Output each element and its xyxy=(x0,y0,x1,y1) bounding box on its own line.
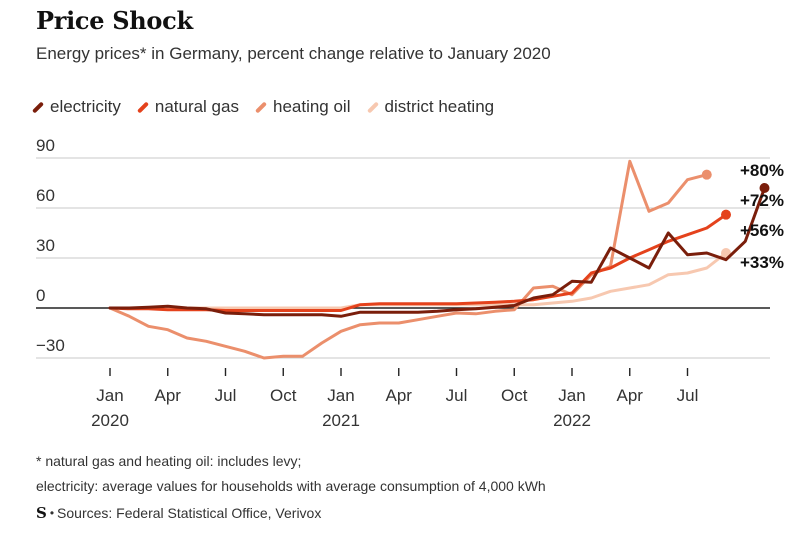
legend-item-electricity: electricity xyxy=(31,97,121,117)
chart-title: Price Shock xyxy=(36,6,193,35)
end-label-natural-gas: +56% xyxy=(740,221,784,240)
x-tick-label: Jan xyxy=(96,386,123,405)
footnote-levy: * natural gas and heating oil: includes … xyxy=(36,453,302,469)
legend-item-natural-gas: natural gas xyxy=(136,97,239,117)
series-endpoint-electricity xyxy=(759,183,770,193)
x-tick-label: Apr xyxy=(155,386,182,405)
legend-label-district-heating: district heating xyxy=(384,97,495,116)
legend-item-heating-oil: heating oil xyxy=(254,97,351,117)
publisher-logo: S xyxy=(36,504,47,522)
legend-label-heating-oil: heating oil xyxy=(272,97,351,116)
end-label-district-heating: +33% xyxy=(740,253,784,272)
x-tick-label: Apr xyxy=(386,386,413,405)
x-tick-label: Jan xyxy=(558,386,585,405)
chart-subtitle: Energy prices* in Germany, percent chang… xyxy=(36,44,551,63)
separator-dot: • xyxy=(49,506,55,520)
chart-legend: electricity natural gas heating oil dist… xyxy=(31,97,495,117)
series-line-heating-oil xyxy=(108,159,709,360)
legend-label-electricity: electricity xyxy=(50,97,121,116)
series-line-electricity xyxy=(108,186,766,318)
y-tick-label: 60 xyxy=(36,186,55,205)
end-label-heating-oil: +80% xyxy=(740,161,784,180)
legend-label-natural-gas: natural gas xyxy=(154,97,239,116)
series-endpoint-natural-gas xyxy=(721,209,731,220)
x-tick-label: Jul xyxy=(677,386,699,405)
x-year-label: 2021 xyxy=(322,411,360,430)
y-tick-label: 0 xyxy=(36,286,45,305)
footnote-electricity: electricity: average values for househol… xyxy=(36,478,546,494)
x-year-label: 2020 xyxy=(91,411,129,430)
x-tick-label: Jul xyxy=(215,386,237,405)
x-tick-label: Oct xyxy=(270,386,297,405)
sources-line: S • Sources: Federal Statistical Office,… xyxy=(36,504,321,522)
x-year-label: 2022 xyxy=(553,411,591,430)
legend-item-district-heating: district heating xyxy=(366,97,495,117)
series-line-natural-gas xyxy=(108,213,728,312)
sources-text: Sources: Federal Statistical Office, Ver… xyxy=(57,505,322,521)
y-tick-label: 30 xyxy=(36,236,55,255)
x-tick-label: Oct xyxy=(501,386,528,405)
end-label-electricity: +72% xyxy=(740,191,784,210)
x-tick-label: Apr xyxy=(617,386,644,405)
x-tick-label: Jan xyxy=(327,386,354,405)
series-endpoint-heating-oil xyxy=(701,169,712,180)
y-tick-label: 90 xyxy=(36,136,55,155)
y-tick-label: −30 xyxy=(36,336,65,355)
x-tick-label: Jul xyxy=(446,386,468,405)
